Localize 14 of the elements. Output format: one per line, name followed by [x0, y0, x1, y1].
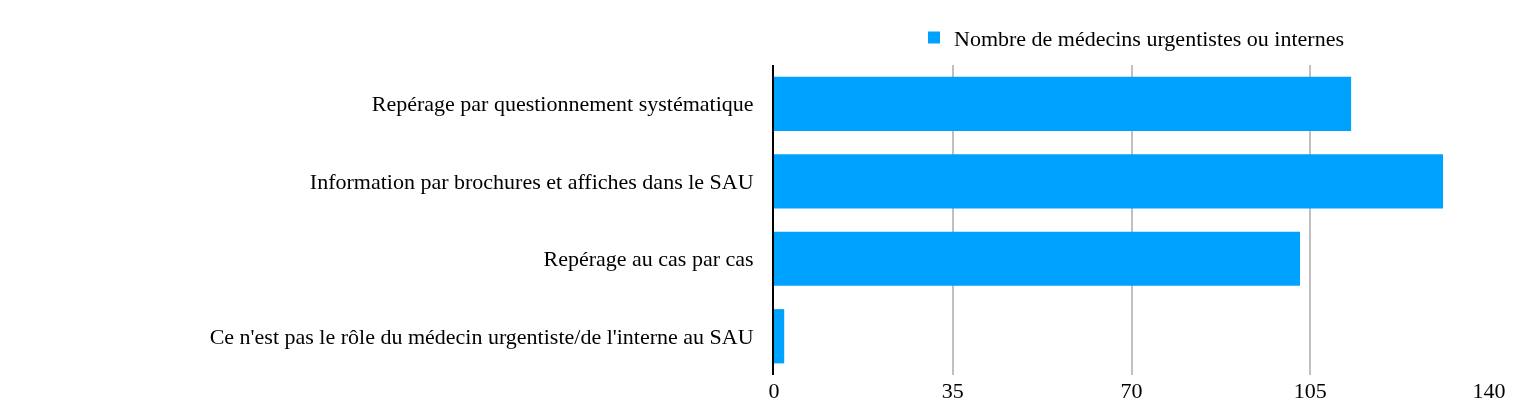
bar [774, 76, 1352, 131]
bar [774, 154, 1444, 209]
x-tick-label: 0 [768, 378, 780, 403]
x-tick-label: 70 [1120, 378, 1143, 403]
y-tick-label: Repérage par questionnement systématique [371, 91, 754, 117]
bar [774, 309, 785, 364]
x-tick-label: 105 [1293, 378, 1327, 403]
x-tick-label: 35 [941, 378, 964, 403]
x-tick-label: 140 [1472, 378, 1506, 403]
y-tick-label: Repérage au cas par cas [543, 246, 754, 272]
legend-label: Nombre de médecins urgentistes ou internes [954, 26, 1344, 52]
y-tick-label: Ce n'est pas le rôle du médecin urgentiste/de l'interne au SAU [209, 323, 754, 349]
y-tick-label: Information par brochures et affiches dans le SAU [309, 168, 754, 194]
bar [774, 231, 1301, 286]
